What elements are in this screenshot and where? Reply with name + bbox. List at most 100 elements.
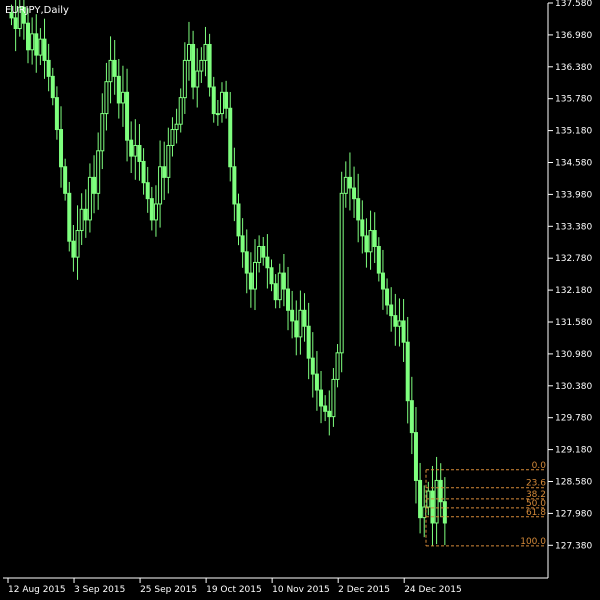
candle <box>174 108 179 144</box>
candle <box>67 181 72 252</box>
candle <box>339 171 344 373</box>
candle <box>335 344 340 388</box>
candle <box>290 290 295 339</box>
price-tick-label: 127.980 <box>555 509 592 519</box>
candle <box>87 163 92 233</box>
time-tick-label: 24 Dec 2015 <box>404 585 462 595</box>
price-tick-label: 127.380 <box>555 541 592 551</box>
candle <box>393 293 398 346</box>
candle <box>232 147 237 222</box>
candle <box>327 390 332 436</box>
candle <box>347 152 352 211</box>
candle <box>261 236 266 266</box>
candle <box>54 86 59 140</box>
candle <box>21 0 26 40</box>
candle <box>360 200 365 254</box>
candle <box>368 210 373 270</box>
candle <box>236 193 241 246</box>
price-tick-label: 130.980 <box>555 350 592 360</box>
price-axis: 137.580 136.980 136.380 135.780 135.180 134.5… <box>548 0 592 551</box>
candle <box>153 185 158 237</box>
candle <box>302 293 307 342</box>
candle <box>211 76 216 123</box>
candle <box>442 477 447 546</box>
candle <box>59 106 64 188</box>
candle <box>34 14 39 73</box>
time-tick-label: 2 Dec 2015 <box>338 585 390 595</box>
candle <box>240 218 245 268</box>
candle <box>207 33 212 97</box>
fibonacci-retracement: 0.0 23.638.250.061.8 100.0 <box>425 461 546 547</box>
candle <box>219 82 224 123</box>
candle <box>376 237 381 282</box>
candle <box>46 43 51 92</box>
price-tick-label: 131.580 <box>555 318 592 328</box>
candle <box>108 36 113 104</box>
fib-level-label: 38.2 <box>526 490 546 500</box>
price-tick-label: 136.380 <box>555 63 592 73</box>
candle <box>145 166 150 213</box>
candle <box>26 8 31 64</box>
candle <box>71 224 76 272</box>
candle <box>277 263 282 309</box>
fib-level-label: 50.0 <box>526 499 546 509</box>
candle <box>129 121 134 174</box>
candle <box>298 290 303 355</box>
candle <box>356 173 361 243</box>
candle <box>273 274 278 309</box>
candle <box>75 205 80 280</box>
candle <box>409 376 414 455</box>
candle <box>269 259 274 292</box>
time-tick-label: 10 Nov 2015 <box>272 585 330 595</box>
price-tick-label: 135.780 <box>555 95 592 105</box>
price-tick-label: 136.980 <box>555 31 592 41</box>
price-tick-label: 128.580 <box>555 478 592 488</box>
candle <box>116 59 121 119</box>
candle <box>314 351 319 411</box>
candle <box>141 148 146 195</box>
candle <box>203 26 208 77</box>
candle <box>401 298 406 362</box>
price-tick-label: 133.980 <box>555 190 592 200</box>
fib-level-label: 100.0 <box>520 537 546 547</box>
price-tick-label: 129.180 <box>555 446 592 456</box>
candle <box>323 395 328 422</box>
candle <box>96 132 101 210</box>
candle <box>306 302 311 380</box>
candle <box>166 127 171 194</box>
candle <box>100 93 105 170</box>
time-tick-label: 12 Aug 2015 <box>8 585 66 595</box>
candle <box>9 4 14 26</box>
candle <box>418 462 423 534</box>
candle <box>162 141 167 200</box>
candle <box>178 88 183 133</box>
candle <box>294 300 299 356</box>
candle <box>83 189 88 238</box>
candle <box>438 463 443 518</box>
candle <box>319 371 324 424</box>
time-tick-label: 19 Oct 2015 <box>206 585 262 595</box>
candle <box>281 253 286 307</box>
price-tick-label: 133.380 <box>555 222 592 232</box>
candle <box>79 193 84 246</box>
time-tick-label: 25 Sep 2015 <box>140 585 197 595</box>
candle <box>434 456 439 545</box>
candle <box>191 30 196 100</box>
time-axis: 12 Aug 2015 3 Sep 2015 25 Sep 2015 19 Oct 2… <box>7 578 462 595</box>
chart-title: EURJPY,Daily <box>5 5 69 16</box>
candle <box>50 67 55 106</box>
price-tick-label: 135.180 <box>555 127 592 137</box>
fib-level-label: 23.6 <box>526 479 546 489</box>
candle <box>413 407 418 504</box>
candle <box>112 39 117 95</box>
candle <box>137 124 142 181</box>
candle <box>331 368 336 427</box>
candle <box>17 0 22 37</box>
candle <box>265 234 270 289</box>
price-tick-label: 130.380 <box>555 382 592 392</box>
candle <box>286 266 291 331</box>
candle <box>380 249 385 310</box>
candle-series <box>9 0 447 546</box>
candle <box>30 17 35 65</box>
